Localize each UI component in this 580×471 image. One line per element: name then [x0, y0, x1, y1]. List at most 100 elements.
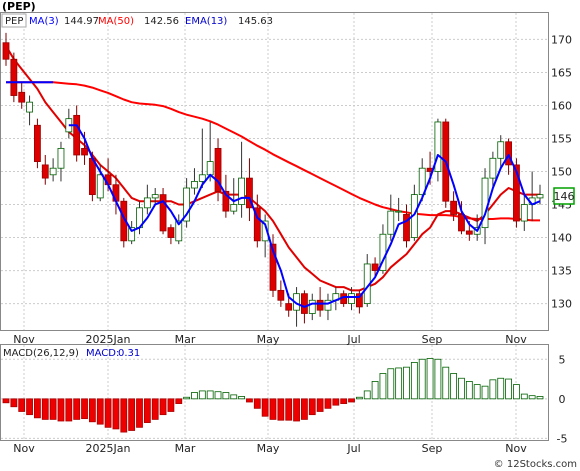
- candle-23: [183, 178, 191, 228]
- candle-body-50: [395, 210, 403, 213]
- macd-bar-40: [316, 398, 324, 412]
- candle-body-59: [465, 230, 473, 235]
- ma3-line: [6, 81, 541, 308]
- candle-body-40: [316, 299, 324, 311]
- macd-bar-46: [363, 390, 371, 400]
- candle-19: [151, 188, 159, 205]
- price-y-tick-8: 170: [551, 33, 572, 46]
- macd-histogram: [2, 358, 544, 433]
- candle-body-16: [128, 227, 136, 242]
- candle-2: [18, 82, 26, 109]
- price-x-label-4: Jul: [346, 333, 360, 346]
- legend-ma3-name: MA(3): [29, 16, 59, 27]
- macd-bar-27: [214, 391, 222, 400]
- candle-0: [2, 32, 10, 66]
- macd-x-label-5: Sep: [422, 442, 443, 455]
- macd-bar-51: [403, 366, 410, 400]
- legend-ma50-value: 142.56: [144, 16, 179, 27]
- price-x-label-0: Nov: [13, 333, 35, 346]
- macd-bar-26: [206, 390, 214, 400]
- macd-bar-62: [489, 379, 497, 400]
- candle-5: [41, 154, 49, 185]
- legend-ticker-box: [1, 13, 27, 28]
- candle-body-45: [355, 293, 363, 308]
- macd-bar-52: [410, 362, 418, 400]
- macd-bar-20: [159, 398, 167, 416]
- candle-16: [128, 221, 136, 245]
- macd-bar-67: [528, 395, 536, 400]
- candle-body-47: [371, 263, 379, 271]
- ma3-line-group: [6, 81, 541, 308]
- candle-4: [34, 118, 41, 169]
- candle-body-26: [206, 161, 214, 176]
- macd-bar-55: [434, 358, 442, 400]
- macd-bar-29: [230, 394, 238, 400]
- candle-33: [261, 214, 269, 258]
- candle-body-2: [18, 91, 26, 103]
- candle-3: [26, 95, 33, 126]
- candle-body-30: [238, 177, 245, 205]
- candle-67: [528, 171, 536, 222]
- macd-bar-4: [34, 398, 41, 419]
- price-y-tick-4: 150: [551, 166, 572, 179]
- macd-x-axis: Nov 2025Jan Mar May Jul Sep Nov: [13, 442, 527, 455]
- candle-body-34: [269, 243, 277, 291]
- candle-body-41: [324, 299, 332, 311]
- candle-body-9: [73, 114, 81, 156]
- candle-body-19: [151, 194, 159, 199]
- candle-body-33: [261, 220, 269, 242]
- macd-bar-64: [505, 378, 512, 400]
- candle-41: [324, 293, 332, 321]
- macd-bar-61: [481, 385, 489, 400]
- candle-47: [371, 257, 379, 278]
- candle-51: [403, 204, 410, 248]
- candle-body-10: [81, 147, 88, 156]
- price-y-tick-2: 140: [551, 232, 572, 245]
- candle-50: [395, 197, 403, 222]
- macd-bar-60: [473, 384, 481, 400]
- macd-bar-13: [104, 398, 112, 428]
- macd-bar-35: [277, 398, 285, 421]
- candle-58: [458, 201, 465, 235]
- price-x-label-6: Nov: [505, 333, 527, 346]
- legend-ema13-value: 145.63: [238, 16, 273, 27]
- macd-bar-36: [285, 398, 293, 421]
- macd-x-label-3: May: [257, 442, 280, 455]
- candle-63: [497, 135, 505, 169]
- price-y-tick-5: 155: [551, 132, 572, 145]
- candle-21: [167, 224, 175, 245]
- candle-body-53: [418, 167, 426, 196]
- candle-29: [230, 178, 238, 215]
- candle-body-4: [34, 124, 41, 162]
- candle-body-20: [159, 194, 167, 232]
- candle-body-28: [222, 190, 230, 212]
- candle-31: [246, 158, 253, 222]
- candle-body-12: [96, 174, 104, 199]
- macd-bar-57: [450, 373, 458, 400]
- macd-bar-2: [18, 398, 26, 412]
- macd-bar-43: [340, 398, 348, 404]
- macd-bar-0: [2, 398, 10, 404]
- candle-body-25: [198, 174, 206, 182]
- candle-30: [238, 141, 245, 218]
- candle-body-44: [348, 293, 355, 304]
- macd-bar-3: [26, 398, 33, 416]
- candle-body-63: [497, 141, 505, 159]
- candle-body-58: [458, 214, 465, 232]
- macd-y-tick-2: 5: [559, 353, 566, 366]
- candle-body-36: [285, 303, 293, 311]
- macd-bar-34: [269, 398, 277, 420]
- macd-bar-47: [371, 381, 379, 400]
- candle-28: [222, 174, 230, 218]
- candle-body-6: [49, 167, 57, 176]
- candle-body-1: [10, 58, 18, 96]
- macd-bar-63: [497, 377, 505, 400]
- candle-27: [214, 138, 222, 202]
- macd-bar-56: [442, 366, 450, 400]
- candle-body-57: [450, 200, 458, 215]
- candle-body-62: [489, 157, 497, 179]
- macd-label: MACD:: [86, 348, 119, 359]
- macd-bar-14: [112, 398, 120, 430]
- macd-y-tick-1: 0: [559, 393, 566, 406]
